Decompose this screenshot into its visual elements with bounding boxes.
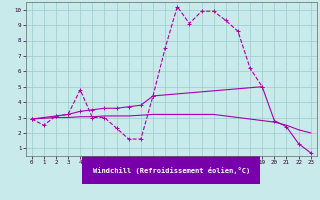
X-axis label: Windchill (Refroidissement éolien,°C): Windchill (Refroidissement éolien,°C) [92, 167, 250, 174]
